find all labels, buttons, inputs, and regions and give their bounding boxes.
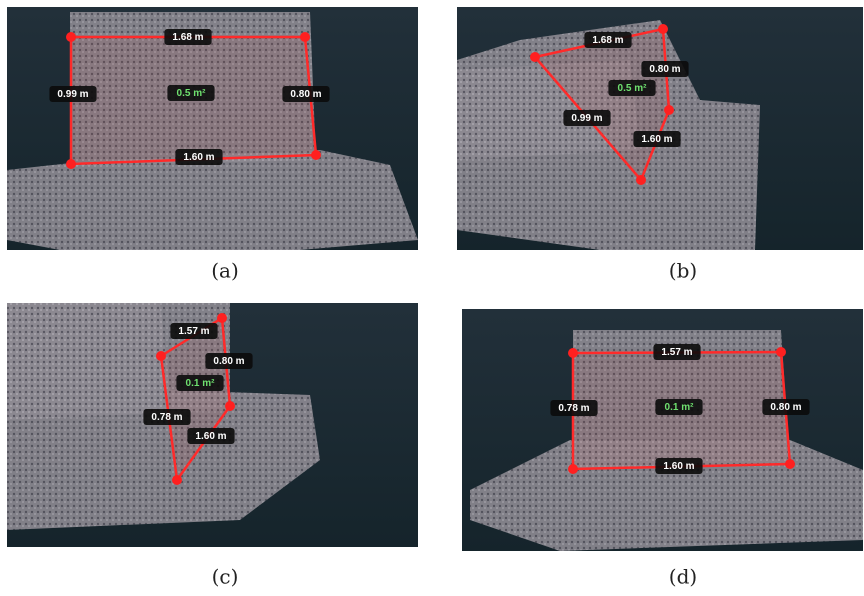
- screenshot-panel: 1.57 m 0.80 m 0.78 m 1.60 m 0.1 m² (c): [7, 303, 418, 589]
- viewport: 1.57 m 0.80 m 0.78 m 1.60 m 0.1 m²: [7, 303, 418, 547]
- length-label: 1.57 m: [661, 347, 692, 358]
- vertex: [785, 459, 795, 469]
- vertex: [300, 32, 310, 42]
- length-label: 0.80 m: [290, 89, 321, 100]
- caption: (b): [669, 259, 697, 283]
- vertex: [156, 351, 166, 361]
- caption: (c): [212, 565, 239, 589]
- length-label: 1.68 m: [172, 32, 203, 43]
- length-label: 1.57 m: [178, 326, 209, 337]
- vertex: [225, 401, 235, 411]
- length-label: 0.80 m: [649, 64, 680, 75]
- length-label: 0.78 m: [558, 403, 589, 414]
- screenshot-panel: 1.57 m 0.78 m 0.80 m 1.60 m 0.1 m² (d): [462, 309, 863, 589]
- vertex: [568, 464, 578, 474]
- length-label: 0.80 m: [770, 402, 801, 413]
- viewport: 1.68 m 0.99 m 0.80 m 1.60 m 0.5 m²: [7, 7, 418, 250]
- vertex: [530, 52, 540, 62]
- area-label: 0.5 m²: [177, 88, 207, 99]
- caption: (d): [669, 565, 697, 589]
- vertex: [311, 150, 321, 160]
- vertex: [664, 105, 674, 115]
- vertex: [172, 475, 182, 485]
- viewport: 1.57 m 0.78 m 0.80 m 1.60 m 0.1 m²: [462, 309, 863, 551]
- area-label: 0.5 m²: [618, 83, 648, 94]
- vertex: [568, 348, 578, 358]
- area-label: 0.1 m²: [665, 402, 695, 413]
- length-label: 1.60 m: [641, 134, 672, 145]
- length-label: 0.99 m: [57, 89, 88, 100]
- length-label: 1.60 m: [195, 431, 226, 442]
- area-label: 0.1 m²: [186, 378, 216, 389]
- vertex: [636, 175, 646, 185]
- viewport: 1.68 m 0.80 m 0.99 m 1.60 m 0.5 m²: [457, 7, 863, 250]
- caption: (a): [211, 259, 239, 283]
- vertex: [66, 159, 76, 169]
- vertex: [66, 32, 76, 42]
- length-label: 1.60 m: [183, 152, 214, 163]
- length-label: 0.80 m: [213, 356, 244, 367]
- length-label: 1.60 m: [663, 461, 694, 472]
- screenshot-panel: 1.68 m 0.80 m 0.99 m 1.60 m 0.5 m² (b): [457, 7, 863, 283]
- vertex: [217, 313, 227, 323]
- panels: 1.68 m 0.99 m 0.80 m 1.60 m 0.5 m² (a) 1.68 m 0…: [7, 7, 863, 589]
- figure: 1.68 m 0.99 m 0.80 m 1.60 m 0.5 m² (a) 1.68 m 0…: [0, 0, 864, 596]
- length-label: 0.99 m: [571, 113, 602, 124]
- vertex: [776, 347, 786, 357]
- length-label: 0.78 m: [151, 412, 182, 423]
- screenshot-panel: 1.68 m 0.99 m 0.80 m 1.60 m 0.5 m² (a): [7, 7, 418, 283]
- length-label: 1.68 m: [592, 35, 623, 46]
- vertex: [658, 24, 668, 34]
